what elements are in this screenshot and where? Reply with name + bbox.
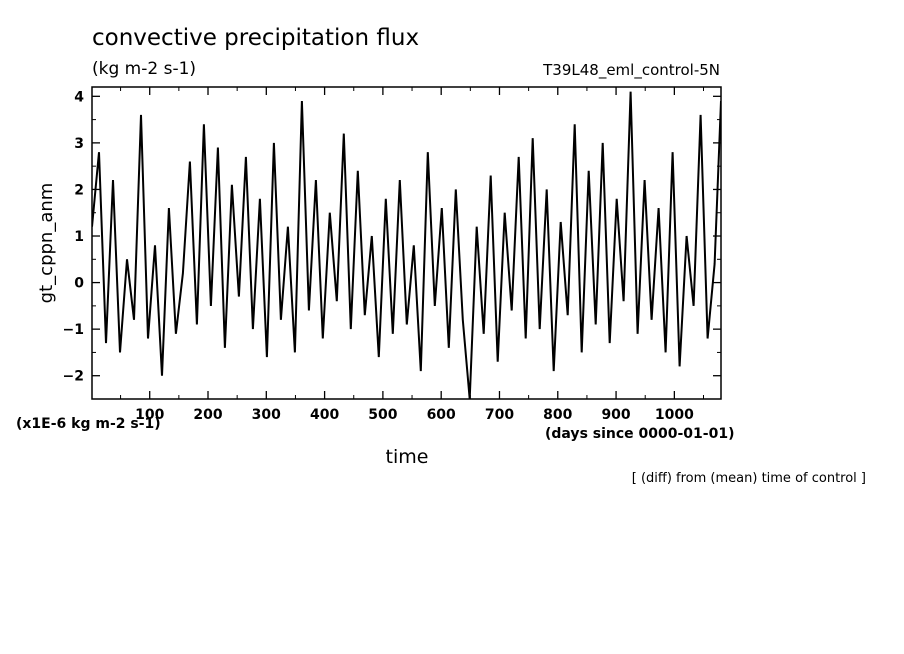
y-tick-label: −1 xyxy=(63,322,84,338)
chart-title: convective precipitation flux xyxy=(92,25,419,51)
y-tick-label: 3 xyxy=(74,136,84,152)
experiment-label: T39L48_eml_control-5N xyxy=(542,61,720,80)
y-tick-label: 1 xyxy=(74,229,84,245)
plot-frame xyxy=(91,86,722,400)
series-line xyxy=(92,91,721,399)
y-axis-label: gt_cppn_anm xyxy=(36,183,57,304)
x-tick-label: 600 xyxy=(427,407,456,423)
y-tick-label: 2 xyxy=(74,182,84,198)
y-tick-label: 4 xyxy=(74,89,84,105)
x-tick-label: 100 xyxy=(135,407,164,423)
x-tick-label: 500 xyxy=(368,407,397,423)
y-tick-label: 0 xyxy=(74,276,84,292)
x-tick-label: 300 xyxy=(252,407,281,423)
x-tick-label: 400 xyxy=(310,407,339,423)
x-axis: 100 200 300 400 500 600 700 800 900 1000 xyxy=(120,87,705,423)
x-units-note: (days since 0000-01-01) xyxy=(545,426,735,442)
footnote: [ (diff) from (mean) time of control ] xyxy=(632,471,866,486)
chart-units: (kg m-2 s-1) xyxy=(92,59,196,79)
x-tick-label: 700 xyxy=(485,407,514,423)
y-tick-label: −2 xyxy=(63,369,84,385)
x-tick-label: 1000 xyxy=(655,407,694,423)
y-scale-note: (x1E-6 kg m-2 s-1) xyxy=(16,416,161,432)
x-tick-label: 800 xyxy=(543,407,572,423)
x-tick-label: 200 xyxy=(193,407,222,423)
x-tick-label: 900 xyxy=(601,407,630,423)
x-axis-label: time xyxy=(386,446,429,468)
